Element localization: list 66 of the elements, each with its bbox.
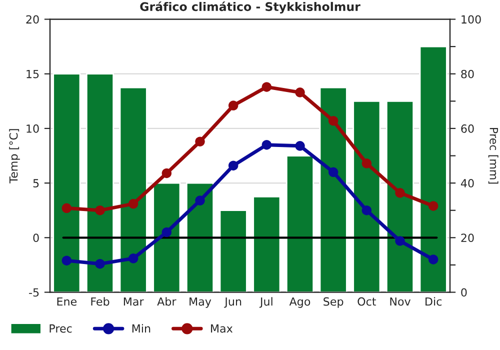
- y-axis-title: Temp [°C]: [9, 129, 20, 184]
- bar: [219, 210, 248, 292]
- bar: [252, 196, 281, 292]
- point: [262, 140, 272, 150]
- bar: [419, 46, 448, 292]
- bar: [319, 86, 348, 292]
- point: [328, 116, 338, 126]
- chart-title: Gráfico climático - Stykkisholmur: [140, 1, 360, 14]
- legend-label: Prec: [50, 324, 72, 333]
- legend-label: Max: [211, 324, 233, 333]
- y-tick-label: 5: [33, 179, 39, 188]
- point: [428, 254, 438, 264]
- point: [162, 168, 172, 178]
- point: [128, 198, 138, 209]
- y2-tick-label: 80: [461, 70, 474, 78]
- y-tick-label: 0: [33, 234, 39, 242]
- point: [428, 201, 438, 211]
- point: [328, 167, 338, 177]
- x-tick-label: Oct: [358, 297, 376, 306]
- point: [195, 136, 205, 146]
- point: [362, 205, 372, 216]
- x-tick-label: Dic: [426, 297, 442, 306]
- point: [295, 88, 305, 98]
- legend-label: Min: [132, 324, 150, 333]
- point: [395, 236, 405, 246]
- bar: [186, 182, 214, 292]
- x-tick-label: Abr: [157, 297, 176, 306]
- x-tick-label: May: [190, 297, 212, 308]
- y2-tick-label: 100: [462, 15, 481, 24]
- point: [395, 188, 405, 198]
- y-tick-label: -5: [29, 288, 39, 297]
- y-tick-label: 15: [26, 70, 39, 78]
- x-tick-label: Nov: [390, 297, 411, 306]
- point: [362, 158, 372, 168]
- x-tick-label: Ene: [57, 297, 77, 306]
- point: [228, 100, 238, 110]
- x-tick-label: Jun: [224, 297, 242, 308]
- point: [262, 82, 272, 92]
- bar: [386, 100, 414, 292]
- bar: [286, 155, 314, 292]
- y-tick-label: 20: [26, 15, 39, 24]
- x-tick-label: Ago: [289, 297, 310, 308]
- x-tick-label: Sep: [324, 297, 344, 308]
- y2-axis-title: Prec [mm]: [488, 128, 498, 184]
- y-tick-label: 10: [26, 124, 39, 133]
- point: [295, 141, 305, 151]
- point: [128, 254, 138, 264]
- bar: [152, 182, 181, 292]
- point: [62, 203, 72, 214]
- y2-tick-label: 0: [461, 288, 467, 297]
- x-tick-label: Jul: [259, 297, 272, 308]
- point: [195, 196, 205, 206]
- bar: [119, 86, 148, 292]
- bar: [52, 73, 81, 292]
- point: [95, 205, 105, 216]
- x-tick-label: Feb: [91, 297, 110, 306]
- bar: [352, 100, 381, 292]
- point: [62, 256, 72, 266]
- point: [228, 160, 238, 170]
- x-tick-label: Mar: [124, 297, 144, 306]
- y2-tick-label: 60: [461, 124, 474, 133]
- y2-tick-label: 40: [460, 179, 474, 188]
- bar: [86, 73, 114, 292]
- point: [162, 227, 172, 238]
- y2-tick-label: 20: [461, 234, 474, 242]
- point: [95, 258, 105, 269]
